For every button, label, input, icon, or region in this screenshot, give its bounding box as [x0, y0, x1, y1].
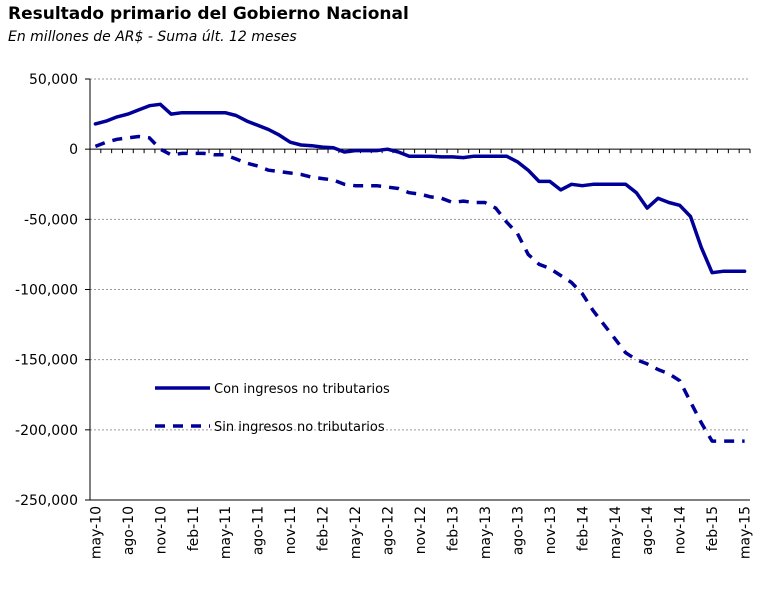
x-tick-label: nov-12 — [413, 506, 429, 554]
legend-label: Sin ingresos no tributarios — [214, 420, 385, 435]
y-tick-label: -200,000 — [15, 423, 78, 439]
chart-subtitle: En millones de AR$ - Suma últ. 12 meses — [8, 29, 297, 45]
x-tick-label: may-13 — [478, 506, 494, 559]
x-tick-label: ago-14 — [640, 506, 656, 555]
series-lines — [93, 102, 747, 443]
x-tick-label: may-15 — [738, 506, 754, 559]
series-sin-ingresos-line — [94, 134, 745, 443]
x-tick-label: feb-14 — [575, 506, 591, 551]
y-tick-label: -250,000 — [15, 493, 78, 509]
x-tick-label: nov-14 — [673, 506, 689, 554]
y-tick-label: 50,000 — [29, 72, 78, 88]
x-tick-label: feb-15 — [705, 506, 721, 551]
x-tick-label: feb-12 — [316, 506, 332, 551]
x-tick-label: may-10 — [88, 506, 104, 559]
series-con-ingresos-line — [93, 102, 747, 275]
x-tick-label: feb-13 — [445, 506, 461, 551]
x-tick-label: nov-10 — [153, 506, 169, 554]
x-tick-label: nov-11 — [283, 506, 299, 554]
x-tick-label: ago-11 — [251, 506, 267, 555]
gridlines — [90, 78, 750, 431]
x-tick-label: feb-11 — [186, 506, 202, 551]
x-tick-label: ago-12 — [381, 506, 397, 555]
x-tick-label: nov-13 — [543, 506, 559, 554]
x-tick-label: ago-10 — [121, 506, 137, 555]
y-tick-label: -50,000 — [24, 212, 78, 228]
legend: Con ingresos no tributarios Sin ingresos … — [155, 382, 390, 435]
y-axis-ticks: 50,000 0 -50,000 -100,000 -150,000 -200,000 -2… — [15, 72, 90, 509]
y-tick-label: -100,000 — [15, 283, 78, 299]
x-tick-label: may-12 — [348, 506, 364, 559]
y-tick-label: 0 — [69, 142, 78, 158]
x-tick-label: ago-13 — [510, 506, 526, 555]
y-tick-label: -150,000 — [15, 353, 78, 369]
x-tick-label: may-11 — [218, 506, 234, 559]
chart-title: Resultado primario del Gobierno Nacional — [8, 4, 409, 24]
legend-label: Con ingresos no tributarios — [214, 382, 390, 397]
x-axis-ticks: may-10 ago-10 nov-10 feb-11 may-11 ago-11 nov-… — [88, 149, 754, 559]
x-tick-label: may-14 — [608, 506, 624, 559]
